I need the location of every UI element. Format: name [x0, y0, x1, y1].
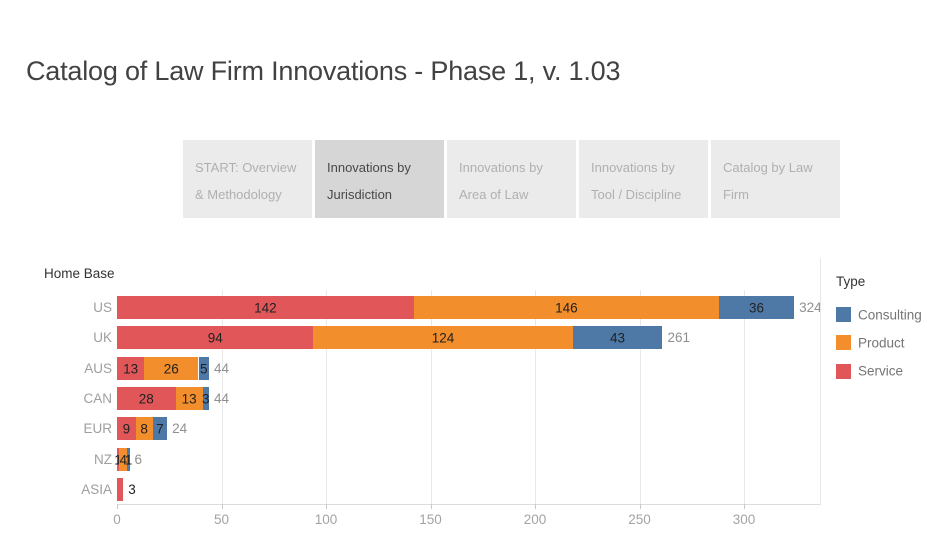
- bar-segment-can-service[interactable]: 28: [117, 387, 176, 410]
- tab-label: Innovations by Area of Law: [459, 160, 543, 202]
- legend-label: Service: [858, 363, 904, 379]
- bar-segment-can-consulting[interactable]: 3: [202, 387, 210, 410]
- bar-segment-aus-consulting[interactable]: 5: [198, 357, 209, 380]
- legend-swatch-product: [836, 335, 851, 351]
- bar-total-label: 261: [667, 330, 691, 345]
- segment-value-label: 4: [119, 452, 128, 467]
- bar-segment-eur-service[interactable]: 9: [117, 417, 136, 440]
- x-axis-line: [117, 504, 821, 505]
- tab-label: Innovations by Tool / Discipline: [591, 160, 682, 202]
- legend-title: Type: [836, 274, 866, 289]
- bar-segment-eur-product[interactable]: 8: [135, 417, 153, 440]
- bar-segment-uk-consulting[interactable]: 43: [572, 326, 663, 349]
- x-tick-label: 100: [314, 512, 338, 527]
- x-tick-label: 0: [113, 512, 121, 527]
- segment-value-label: 3: [128, 482, 136, 497]
- x-tick-label: 150: [419, 512, 442, 527]
- bar-total-label: 324: [799, 300, 822, 315]
- tab-label: START: Overview & Methodology: [195, 160, 297, 202]
- tab-start-overview-methodology[interactable]: START: Overview & Methodology: [183, 140, 312, 218]
- bar-total-label: 24: [172, 421, 188, 436]
- gridline: [221, 290, 223, 504]
- segment-value-label: 43: [610, 330, 626, 345]
- bar-segment-nz-product[interactable]: 4: [119, 448, 128, 471]
- bar-segment-uk-service[interactable]: 94: [117, 326, 314, 349]
- x-tick-label: 250: [628, 512, 651, 527]
- legend-label: Product: [858, 335, 905, 351]
- segment-value-label: 36: [749, 300, 765, 315]
- bar-total-label: 44: [213, 391, 229, 406]
- segment-value-label: 7: [156, 421, 164, 436]
- page-title: Catalog of Law Firm Innovations - Phase …: [26, 56, 621, 86]
- tab-innovations-by-jurisdiction[interactable]: Innovations by Jurisdiction: [315, 140, 444, 218]
- panel-divider: [820, 258, 821, 505]
- row-label-aus: AUS: [84, 361, 112, 376]
- segment-value-label: 94: [207, 330, 223, 345]
- gridline: [326, 290, 327, 504]
- bar-segment-uk-product[interactable]: 124: [313, 326, 573, 349]
- tick-mark: [221, 504, 223, 509]
- gridline: [744, 290, 745, 504]
- segment-value-label: 28: [138, 391, 154, 406]
- tick-mark: [744, 504, 745, 509]
- legend-swatch-service: [836, 363, 851, 379]
- segment-value-label: 13: [123, 361, 139, 376]
- tick-mark: [535, 504, 536, 509]
- bar-total-label: 44: [213, 361, 229, 376]
- tick-mark: [326, 504, 327, 509]
- bar-segment-can-product[interactable]: 13: [175, 387, 203, 410]
- x-tick-label: 200: [523, 512, 547, 527]
- row-label-uk: UK: [93, 330, 112, 345]
- segment-value-label: 146: [555, 300, 578, 315]
- row-label-asia: ASIA: [81, 482, 112, 497]
- tick-mark: [430, 504, 432, 509]
- bar-segment-nz-consulting[interactable]: 1: [125, 448, 132, 471]
- bar-total-label: 6: [134, 452, 143, 467]
- segment-value-label: 5: [199, 361, 208, 376]
- tick-mark: [117, 504, 118, 509]
- segment-value-label: 1: [124, 452, 133, 467]
- gridline: [430, 290, 432, 504]
- segment-value-label: 26: [163, 361, 179, 376]
- segment-value-label: 13: [181, 391, 197, 406]
- tab-label: Innovations by Jurisdiction: [327, 160, 411, 202]
- bar-segment-us-consulting[interactable]: 36: [718, 296, 795, 319]
- row-label-us: US: [93, 300, 112, 315]
- bar-segment-eur-consulting[interactable]: 7: [152, 417, 168, 440]
- gridline: [535, 290, 536, 504]
- gridline: [639, 290, 641, 504]
- tick-mark: [639, 504, 641, 509]
- tab-bar: START: Overview & Methodology Innovations…: [183, 140, 840, 218]
- row-label-nz: NZ: [94, 452, 112, 467]
- segment-value-label: 124: [431, 330, 455, 345]
- segment-value-label: 3: [202, 391, 210, 406]
- x-tick-label: 300: [732, 512, 756, 527]
- row-header: Home Base: [44, 266, 115, 281]
- segment-value-label: 142: [254, 300, 277, 315]
- bar-segment-aus-service[interactable]: 13: [117, 357, 145, 380]
- legend-label: Consulting: [858, 307, 922, 322]
- tab-catalog-by-law-firm[interactable]: Catalog by Law Firm: [711, 140, 840, 218]
- segment-value-label: 8: [140, 421, 148, 436]
- segment-value-label: 1: [114, 452, 122, 467]
- bar-segment-asia-service[interactable]: [117, 478, 124, 501]
- segment-value-label: 9: [122, 421, 131, 436]
- legend-swatch-consulting: [836, 307, 851, 322]
- row-label-eur: EUR: [83, 421, 112, 436]
- bar-segment-nz-service[interactable]: 1: [114, 448, 122, 471]
- tab-label: Catalog by Law Firm: [723, 160, 813, 202]
- bar-segment-us-product[interactable]: 146: [413, 296, 719, 319]
- row-label-can: CAN: [83, 391, 112, 406]
- bar-segment-aus-product[interactable]: 26: [144, 357, 199, 380]
- tab-innovations-by-area-of-law[interactable]: Innovations by Area of Law: [447, 140, 576, 218]
- tab-innovations-by-tool-discipline[interactable]: Innovations by Tool / Discipline: [579, 140, 708, 218]
- x-tick-label: 50: [213, 512, 230, 527]
- bar-segment-us-service[interactable]: 142: [117, 296, 414, 319]
